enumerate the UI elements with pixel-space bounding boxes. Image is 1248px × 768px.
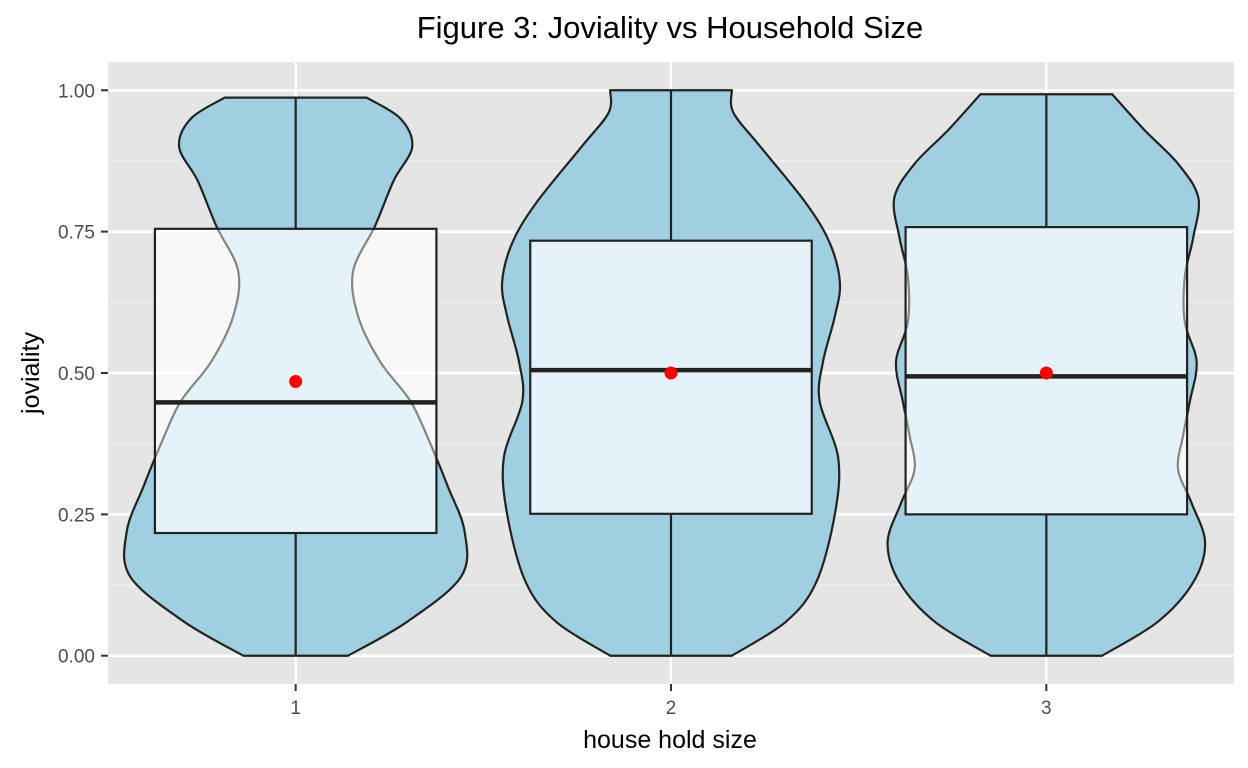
violin-group-1: [122, 96, 469, 657]
violin-group-3: [886, 93, 1207, 657]
y-tick-label: 0.00: [58, 647, 95, 668]
x-tick-label: 3: [1041, 698, 1052, 719]
violin-outline: [886, 93, 1207, 657]
violin-outline: [500, 89, 842, 657]
violin-group-2: [500, 89, 842, 657]
violin-layer: [122, 89, 1207, 657]
chart-title: Figure 3: Joviality vs Household Size: [417, 10, 924, 45]
mean-point: [664, 366, 678, 380]
mean-point: [289, 374, 303, 388]
x-tick-label: 1: [290, 698, 301, 719]
y-tick-label: 0.75: [58, 223, 95, 244]
box: [529, 239, 813, 515]
x-tick-label: 2: [666, 698, 677, 719]
y-tick-label: 0.25: [58, 505, 95, 526]
x-axis-title: house hold size: [583, 726, 757, 754]
y-tick-label: 1.00: [58, 81, 95, 102]
axes: 0.00 0.25 0.50 0.75 1.00 1 2 3: [58, 81, 1052, 719]
y-tick-label: 0.50: [58, 364, 95, 385]
mean-point: [1039, 366, 1053, 380]
box: [904, 226, 1189, 516]
y-axis-title: joviality: [17, 332, 45, 415]
box: [153, 227, 438, 535]
